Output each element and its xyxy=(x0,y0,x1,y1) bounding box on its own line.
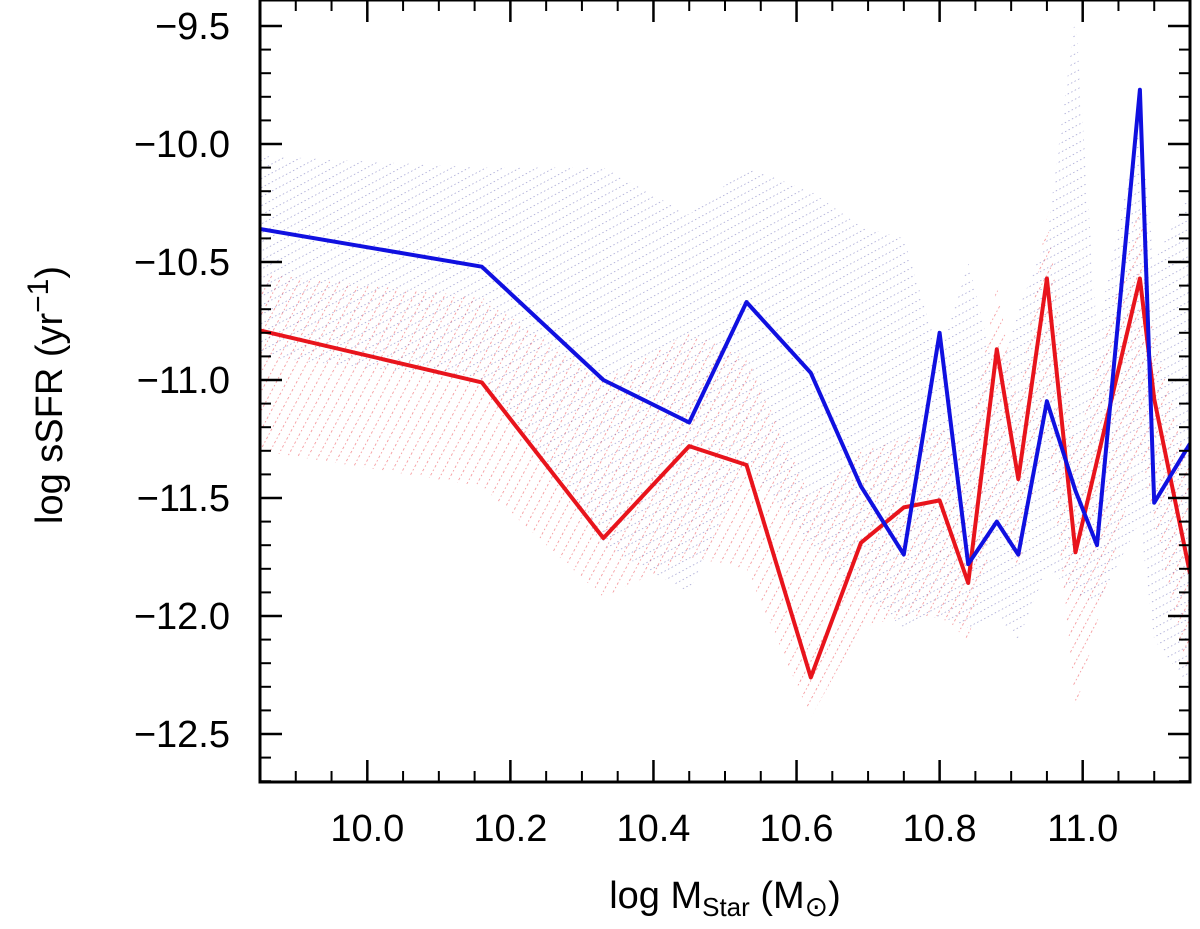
x-tick-label: 11.0 xyxy=(1047,808,1118,850)
x-tick-label: 10.8 xyxy=(903,808,977,850)
y-tick-label: −11.0 xyxy=(137,360,230,402)
y-tick-label: −10.5 xyxy=(134,242,230,284)
series-lines xyxy=(260,87,1190,680)
x-tick-label: 10.4 xyxy=(616,808,690,850)
series-line-red xyxy=(260,276,1190,680)
x-tick-label: 10.0 xyxy=(330,808,404,850)
y-tick-label: −10.0 xyxy=(134,124,230,166)
x-axis-title: log MStar (M⊙) xyxy=(609,875,841,922)
confidence-bands xyxy=(260,14,1190,718)
x-tick-labels: 10.0 10.2 10.4 10.6 10.8 11.0 xyxy=(330,808,1118,850)
y-tick-label: −9.5 xyxy=(155,6,230,48)
x-tick-label: 10.2 xyxy=(473,808,547,850)
y-axis-title: log sSFR (yr−1) xyxy=(22,266,71,524)
axis-ticks xyxy=(260,0,1190,783)
y-tick-label: −11.5 xyxy=(137,478,230,520)
y-tick-labels: −9.5 −10.0 −10.5 −11.0 −11.5 −12.0 −12.5 xyxy=(134,6,230,756)
y-tick-label: −12.5 xyxy=(134,714,230,756)
y-tick-label: −12.0 xyxy=(134,596,230,638)
x-tick-label: 10.6 xyxy=(760,808,834,850)
series-line-blue xyxy=(260,87,1190,567)
